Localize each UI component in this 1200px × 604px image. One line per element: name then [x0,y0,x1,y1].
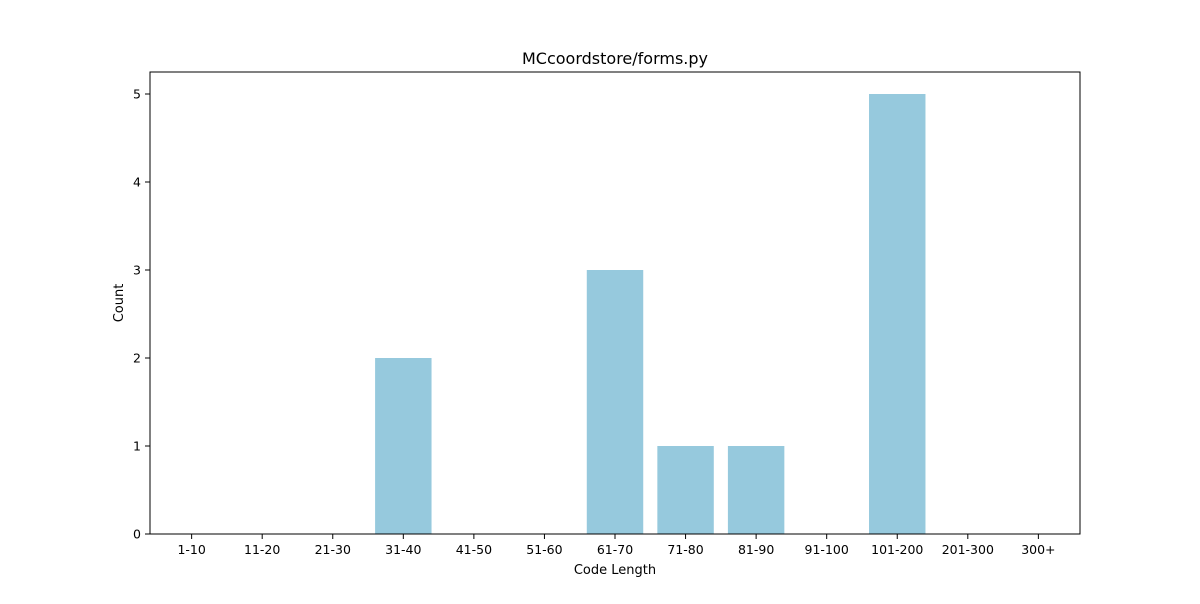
x-tick-label: 41-50 [456,542,492,557]
x-tick-label: 31-40 [385,542,421,557]
y-tick-label: 3 [133,263,141,278]
bar-71-80 [657,446,714,534]
x-tick-label: 61-70 [597,542,633,557]
bar-81-90 [727,446,785,534]
x-ticks: 1-10 11-20 21-30 31-40 41-50 51-60 61-70 71-80 8… [177,534,1056,557]
bar-61-70 [586,270,644,534]
x-tick-label: 71-80 [667,542,703,557]
x-tick-label: 91-100 [805,542,849,557]
x-tick-label: 51-60 [526,542,562,557]
bar-31-40 [375,358,432,534]
x-tick-label: 300+ [1021,542,1055,557]
x-tick-label: 81-90 [738,542,774,557]
x-tick-label: 101-200 [871,542,923,557]
y-tick-label: 2 [133,351,141,366]
y-tick-label: 5 [133,87,141,102]
x-tick-label: 201-300 [942,542,994,557]
chart-title: MCcoordstore/forms.py [522,49,708,68]
x-tick-label: 1-10 [177,542,205,557]
y-tick-label: 4 [133,175,141,190]
y-ticks: 0 1 2 3 4 5 [133,87,150,542]
y-tick-label: 0 [133,527,141,542]
y-axis-label: Count [112,284,127,323]
y-tick-label: 1 [133,439,141,454]
x-axis-label: Code Length [574,563,656,578]
x-tick-label: 11-20 [244,542,280,557]
plot-frame [149,71,1081,535]
bars-layer [375,94,926,534]
bar-101-200 [869,94,926,534]
x-tick-label: 21-30 [315,542,351,557]
